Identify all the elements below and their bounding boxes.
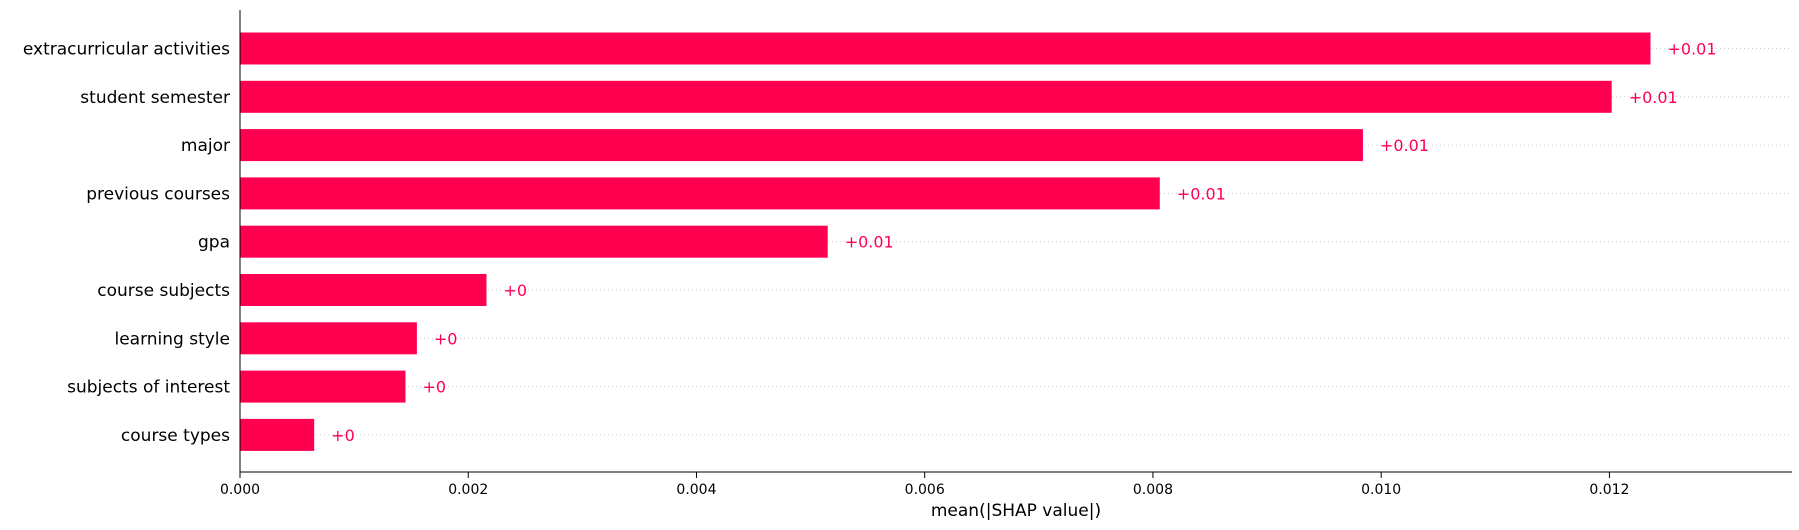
data-label: +0 bbox=[434, 329, 458, 348]
bar bbox=[240, 225, 828, 258]
category-label: gpa bbox=[198, 233, 230, 253]
bar bbox=[240, 322, 417, 355]
bar bbox=[240, 370, 406, 403]
category-labels: extracurricular activities student semest… bbox=[23, 40, 230, 446]
data-label: +0.01 bbox=[1177, 184, 1226, 203]
x-tick-label: 0.002 bbox=[448, 482, 488, 498]
x-tick-label: 0.008 bbox=[1133, 482, 1173, 498]
bars bbox=[240, 32, 1651, 451]
category-label: student semester bbox=[80, 88, 230, 108]
bar bbox=[240, 177, 1160, 210]
bar bbox=[240, 32, 1651, 65]
category-label: major bbox=[181, 136, 230, 156]
data-label: +0.01 bbox=[845, 233, 894, 252]
x-tick-label: 0.010 bbox=[1361, 482, 1401, 498]
category-label: previous courses bbox=[86, 184, 230, 204]
data-label: +0.01 bbox=[1380, 136, 1429, 155]
x-ticks: 0.000 0.002 0.004 0.006 0.008 0.010 0.012 bbox=[220, 472, 1629, 498]
data-label: +0 bbox=[503, 281, 527, 300]
category-label: subjects of interest bbox=[67, 378, 230, 398]
data-label: +0 bbox=[331, 426, 355, 445]
x-tick-label: 0.012 bbox=[1589, 482, 1629, 498]
bar bbox=[240, 129, 1363, 162]
x-tick-label: 0.006 bbox=[905, 482, 945, 498]
x-axis-title: mean(|SHAP value|) bbox=[931, 501, 1101, 521]
data-label: +0.01 bbox=[1667, 40, 1716, 59]
category-label: course types bbox=[121, 426, 230, 446]
x-tick-label: 0.000 bbox=[220, 482, 260, 498]
bar bbox=[240, 274, 487, 306]
data-label: +0.01 bbox=[1629, 88, 1678, 107]
bar bbox=[240, 418, 315, 451]
x-tick-label: 0.004 bbox=[676, 482, 716, 498]
data-labels: +0.01 +0.01 +0.01 +0.01 +0.01 +0 +0 +0 +0 bbox=[331, 40, 1716, 445]
category-label: extracurricular activities bbox=[23, 40, 230, 60]
data-label: +0 bbox=[422, 378, 446, 397]
category-label: learning style bbox=[114, 329, 230, 349]
bar bbox=[240, 80, 1612, 113]
category-label: course subjects bbox=[97, 281, 230, 301]
